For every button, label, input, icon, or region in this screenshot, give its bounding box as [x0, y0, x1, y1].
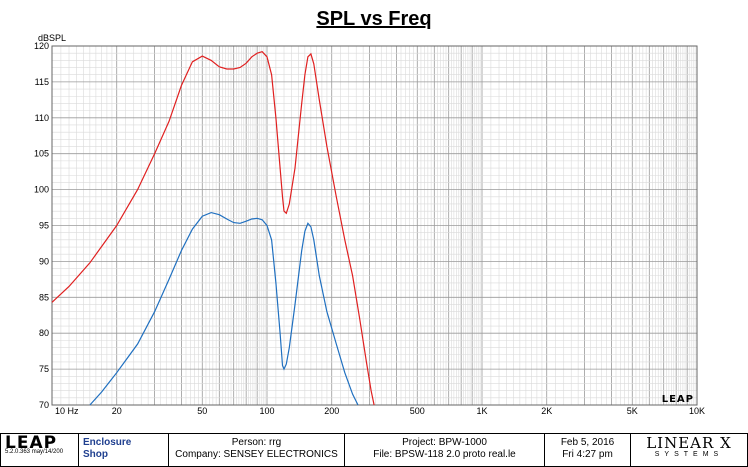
y-tick-label: 80: [39, 328, 49, 338]
person-text: Person: rrg: [231, 437, 282, 448]
company-text: Company: SENSEY ELECTRONICS: [175, 449, 338, 460]
x-tick-label: 10 Hz: [55, 406, 79, 416]
x-tick-label: 200: [324, 406, 339, 416]
x-tick-label: 1K: [476, 406, 487, 416]
x-tick-label: 20: [112, 406, 122, 416]
project-text: Project: BPW-1000: [402, 437, 487, 448]
y-tick-label: 120: [34, 41, 49, 51]
program-sub: Shop: [83, 449, 108, 460]
y-tick-label: 95: [39, 221, 49, 231]
date-text: Feb 5, 2016: [560, 437, 615, 448]
y-tick-label: 90: [39, 256, 49, 266]
leap-version: 5.2.0.363 may/14/200: [5, 449, 64, 455]
y-tick-label: 105: [34, 149, 49, 159]
file-text: File: BPSW-118 2.0 proto real.le: [373, 449, 516, 460]
leap-watermark: LEAP: [662, 394, 694, 405]
brand-cell: LINEAR X SYSTEMS: [631, 434, 747, 466]
series-line-red: [51, 51, 375, 406]
datetime-cell: Feb 5, 2016 Fri 4:27 pm: [545, 434, 631, 466]
plot-border: [51, 45, 698, 406]
program-name: Enclosure: [83, 437, 132, 448]
x-tick-label: 50: [197, 406, 207, 416]
x-tick-label: 2K: [541, 406, 552, 416]
leap-logo: LEAP: [5, 433, 58, 453]
y-tick-label: 115: [35, 77, 49, 87]
linearx-sub: SYSTEMS: [654, 451, 724, 458]
leap-logo-cell: LEAP 5.2.0.363 may/14/200: [1, 434, 79, 466]
footer-bar: LEAP 5.2.0.363 may/14/200 Enclosure Shop…: [0, 433, 748, 467]
x-tick-label: 10K: [689, 406, 705, 416]
x-tick-label: 5K: [627, 406, 638, 416]
chart-title: SPL vs Freq: [316, 8, 432, 30]
y-tick-label: 100: [34, 185, 49, 195]
series-line-blue: [89, 211, 359, 406]
program-cell: Enclosure Shop: [79, 434, 169, 466]
time-text: Fri 4:27 pm: [562, 449, 613, 460]
project-cell: Project: BPW-1000 File: BPSW-118 2.0 pro…: [345, 434, 545, 466]
y-tick-label: 75: [39, 364, 49, 374]
y-tick-label: 110: [35, 113, 49, 123]
linearx-logo: LINEAR X: [646, 434, 732, 452]
y-axis-label: dBSPL: [38, 33, 66, 43]
person-cell: Person: rrg Company: SENSEY ELECTRONICS: [169, 434, 345, 466]
y-tick-label: 70: [39, 400, 49, 410]
x-tick-label: 100: [259, 406, 274, 416]
y-tick-label: 85: [39, 292, 49, 302]
x-tick-label: 500: [410, 406, 425, 416]
